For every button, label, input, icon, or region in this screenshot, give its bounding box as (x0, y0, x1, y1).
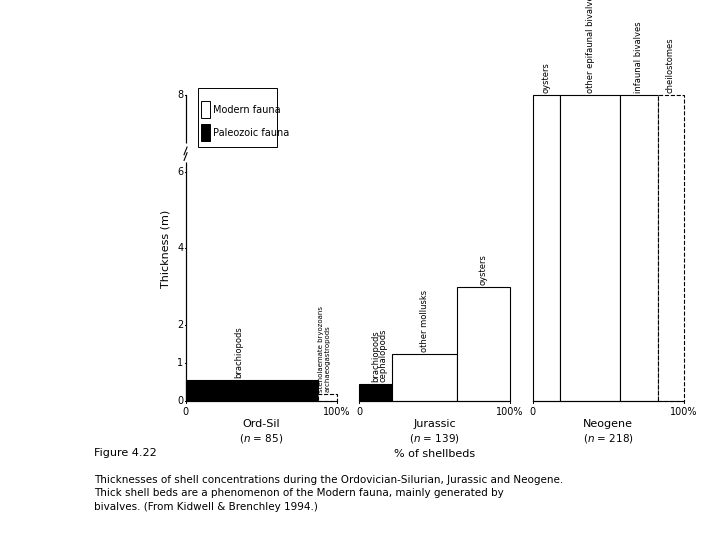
Text: ($n$ = 218): ($n$ = 218) (582, 432, 634, 445)
Bar (560, 96, 620, 401)
Text: oysters: oysters (478, 254, 487, 285)
Bar (533, 96, 560, 401)
Text: 0: 0 (177, 396, 184, 407)
Bar (457, 287, 510, 401)
Text: 100%: 100% (323, 407, 350, 417)
Text: Modern fauna: Modern fauna (212, 105, 280, 114)
Text: 8: 8 (177, 90, 184, 100)
Text: Jurassic: Jurassic (413, 418, 456, 429)
Text: ($n$ = 139): ($n$ = 139) (409, 432, 460, 445)
Text: stenolaemate bryozoans: stenolaemate bryozoans (318, 306, 325, 392)
Bar (359, 384, 392, 401)
Text: 4: 4 (177, 244, 184, 253)
Text: other epifaunal bivalves: other epifaunal bivalves (585, 0, 595, 93)
Text: brachiopods: brachiopods (234, 327, 243, 379)
Text: 2: 2 (177, 320, 184, 330)
Text: 0: 0 (356, 407, 362, 417)
Text: Neogene: Neogene (583, 418, 633, 429)
Text: Thickness (m): Thickness (m) (161, 210, 171, 287)
Text: cephalopods: cephalopods (379, 329, 388, 382)
Text: Paleozoic fauna: Paleozoic fauna (212, 127, 289, 138)
Text: archaeogastropods: archaeogastropods (325, 325, 330, 392)
Text: Thicknesses of shell concentrations during the Ordovician-Silurian, Jurassic and: Thicknesses of shell concentrations duri… (94, 475, 563, 511)
Bar (201, 101, 210, 118)
Bar (658, 96, 684, 401)
Bar (199, 87, 277, 147)
Text: cheilostomes: cheilostomes (665, 38, 675, 93)
Text: 100%: 100% (496, 407, 524, 417)
Text: 100%: 100% (670, 407, 698, 417)
Text: % of shellbeds: % of shellbeds (394, 449, 475, 459)
Text: 6: 6 (177, 167, 184, 177)
Text: Figure 4.22: Figure 4.22 (94, 448, 156, 458)
Bar (392, 354, 457, 401)
Text: ($n$ = 85): ($n$ = 85) (239, 432, 283, 445)
Text: 1: 1 (177, 358, 184, 368)
Bar (186, 380, 318, 401)
Text: 0: 0 (530, 407, 536, 417)
Text: 0: 0 (182, 407, 189, 417)
Text: infaunal bivalves: infaunal bivalves (634, 22, 643, 93)
Text: oysters: oysters (542, 63, 551, 93)
Bar (620, 96, 658, 401)
Text: Ord-Sil: Ord-Sil (242, 418, 280, 429)
Bar (201, 124, 210, 141)
Text: brachiopods: brachiopods (372, 330, 380, 382)
Bar (318, 394, 336, 401)
Text: other mollusks: other mollusks (420, 289, 428, 352)
